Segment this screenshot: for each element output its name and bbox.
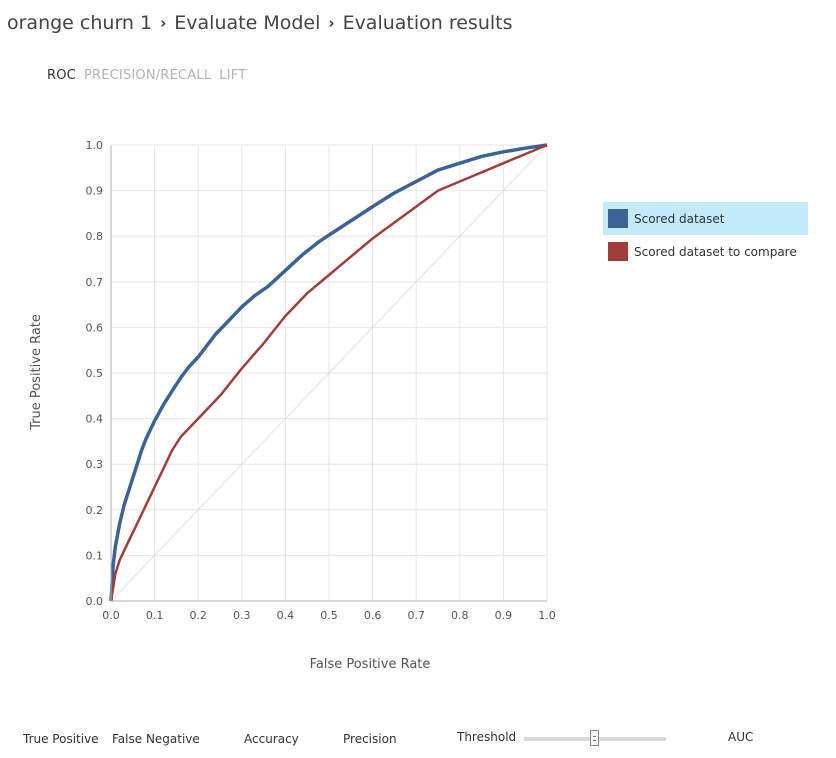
x-axis-title: False Positive Rate bbox=[310, 657, 431, 672]
auc-label: AUC bbox=[728, 730, 754, 744]
series-line-scored-dataset bbox=[109, 143, 548, 602]
x-tick-label: 0.5 bbox=[320, 609, 338, 622]
threshold-slider[interactable] bbox=[524, 730, 666, 746]
x-tick-label: 0.7 bbox=[407, 609, 425, 622]
x-tick-label: 0.4 bbox=[277, 609, 295, 622]
baseline-diagonal bbox=[110, 144, 548, 602]
tab-lift[interactable]: LIFT bbox=[219, 68, 247, 83]
x-tick-label: 0.9 bbox=[495, 609, 513, 622]
legend-item-scored-dataset-to-compare[interactable]: Scored dataset to compare bbox=[603, 235, 808, 268]
y-tick-label: 1.0 bbox=[86, 139, 104, 152]
y-tick-label: 0.8 bbox=[86, 230, 104, 243]
chevron-right-icon: › bbox=[160, 14, 167, 32]
chart-type-tabs: ROC PRECISION/RECALL LIFT bbox=[47, 68, 254, 83]
legend-swatch bbox=[608, 242, 628, 261]
x-tick-label: 1.0 bbox=[538, 609, 556, 622]
y-tick-label: 0.2 bbox=[86, 504, 104, 517]
y-tick-label: 0.4 bbox=[86, 413, 104, 426]
chart-legend: Scored dataset Scored dataset to compare bbox=[603, 202, 808, 268]
x-tick-label: 0.0 bbox=[102, 609, 120, 622]
x-tick-label: 0.3 bbox=[233, 609, 251, 622]
tab-precision-recall[interactable]: PRECISION/RECALL bbox=[83, 68, 212, 83]
y-tick-label: 0.6 bbox=[86, 321, 104, 334]
breadcrumb-current-page: Evaluation results bbox=[342, 12, 513, 34]
breadcrumb-module[interactable]: Evaluate Model bbox=[174, 12, 321, 34]
legend-label: Scored dataset bbox=[634, 211, 725, 226]
y-tick-label: 0.0 bbox=[86, 595, 104, 608]
series-lines bbox=[109, 143, 548, 602]
x-tick-labels: 0.0 0.1 0.2 0.3 0.4 0.5 0.6 0.7 0.8 0.9 1.0 bbox=[102, 609, 556, 622]
x-tick-label: 0.1 bbox=[146, 609, 164, 622]
breadcrumb-experiment[interactable]: orange churn 1 bbox=[7, 12, 153, 34]
tab-roc[interactable]: ROC bbox=[47, 68, 76, 83]
x-tick-label: 0.6 bbox=[364, 609, 382, 622]
precision-label: Precision bbox=[343, 732, 397, 746]
metrics-bar: True Positive False Negative Accuracy Pr… bbox=[0, 728, 836, 752]
y-tick-labels: 0.0 0.1 0.2 0.3 0.4 0.5 0.6 0.7 0.8 0.9 1.0 bbox=[86, 139, 104, 608]
y-tick-label: 0.1 bbox=[86, 549, 104, 562]
y-tick-label: 0.5 bbox=[86, 367, 104, 380]
series-line-scored-dataset-to-compare bbox=[109, 143, 548, 602]
legend-item-scored-dataset[interactable]: Scored dataset bbox=[603, 202, 808, 235]
y-tick-label: 0.7 bbox=[86, 276, 104, 289]
y-tick-label: 0.3 bbox=[86, 458, 104, 471]
false-negative-label: False Negative bbox=[112, 732, 200, 746]
y-axis-title: True Positive Rate bbox=[29, 314, 44, 431]
x-tick-label: 0.2 bbox=[189, 609, 207, 622]
legend-label: Scored dataset to compare bbox=[634, 244, 797, 259]
breadcrumb: orange churn 1 › Evaluate Model › Evalua… bbox=[7, 10, 513, 36]
x-tick-label: 0.8 bbox=[451, 609, 469, 622]
threshold-slider-handle[interactable] bbox=[590, 730, 599, 746]
roc-chart: 0.0 0.1 0.2 0.3 0.4 0.5 0.6 0.7 0.8 0.9 1.0 0.0 0.1… bbox=[29, 139, 556, 672]
accuracy-label: Accuracy bbox=[244, 732, 299, 746]
legend-swatch bbox=[608, 209, 628, 228]
chevron-right-icon: › bbox=[328, 14, 335, 32]
true-positive-label: True Positive bbox=[23, 732, 99, 746]
y-tick-label: 0.9 bbox=[86, 185, 104, 198]
threshold-label: Threshold bbox=[457, 730, 517, 744]
